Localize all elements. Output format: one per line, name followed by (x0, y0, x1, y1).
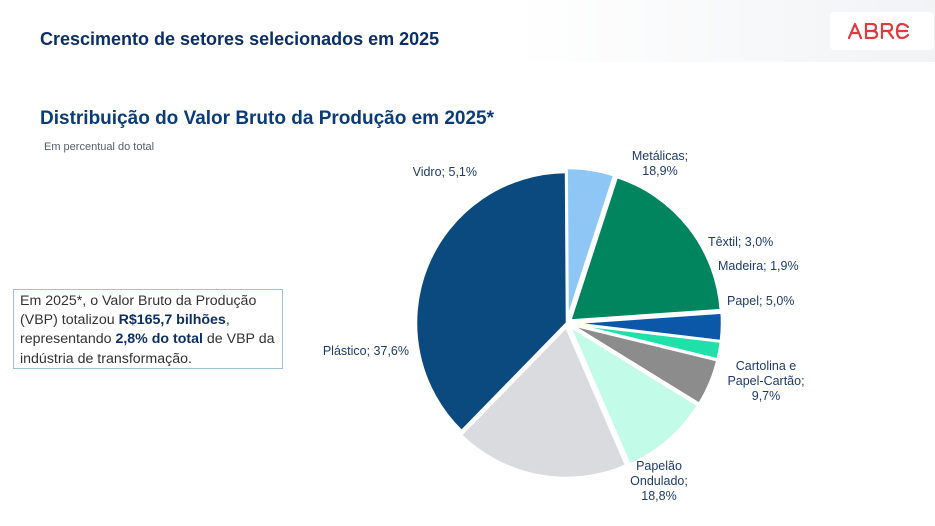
pie-slices (414, 166, 724, 480)
pie-label-papel: Papel; 5,0% (727, 294, 794, 308)
summary-box: Em 2025*, o Valor Bruto da Produção (VBP… (13, 289, 283, 369)
summary-text-3: de VBP da indústria de transformação. (20, 331, 275, 367)
pie-slice-papel-o-ondulado (459, 324, 628, 480)
summary-text-1: Em 2025*, o Valor Bruto da Produção (VBP… (20, 293, 257, 329)
chart-title: Distribuição do Valor Bruto da Produção … (40, 108, 495, 129)
pie-label-t-xtil: Têxtil; 3,0% (708, 235, 773, 249)
chart-subtitle: Em percentual do total (44, 141, 155, 153)
summary-text-2: , representando (20, 312, 230, 348)
pie-label-cartolina-e-papel-cart-o: Cartolina e Papel-Cartão; 9,7% (727, 359, 804, 403)
header-band (0, 0, 935, 62)
pie-slice-papel (570, 323, 719, 406)
pie-label-met-licas: Metálicas; 18,9% (632, 149, 688, 178)
pie-label-vidro: Vidro; 5,1% (413, 165, 477, 179)
pie-label-madeira: Madeira; 1,9% (718, 259, 799, 273)
pie-label-pl-stico: Plástico; 37,6% (323, 344, 409, 358)
company-logo (830, 12, 934, 50)
summary-value-share: 2,8% do total (115, 331, 203, 348)
pie-slice-vidro (565, 166, 616, 320)
pie-label-papel-o-ondulado: Papelão Ondulado; 18,8% (630, 459, 688, 503)
pie-slice-met-licas (568, 175, 723, 322)
pie-labels: Metálicas; 18,9% Têxtil; 3,0% Madeira; 1,9%… (323, 149, 805, 503)
pie-slice-pl-stico (414, 170, 569, 433)
section-title: Crescimento de setores selecionados em 2… (40, 29, 440, 49)
pie-slice-cartolina-e-papel-cart-o (566, 322, 700, 467)
abre-logo-icon (848, 23, 910, 39)
summary-value-vbp: R$165,7 bilhões (118, 312, 226, 329)
